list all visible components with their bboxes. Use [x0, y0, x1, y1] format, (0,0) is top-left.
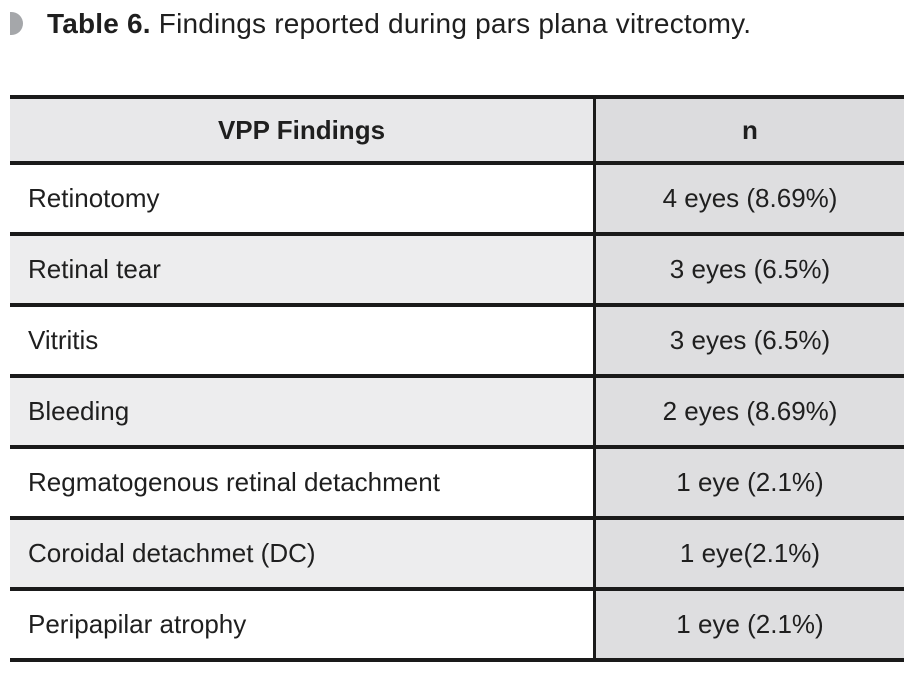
n-cell: 4 eyes (8.69%): [593, 165, 904, 232]
table-body: Retinotomy 4 eyes (8.69%) Retinal tear 3 ey…: [10, 161, 904, 658]
n-cell: 1 eye(2.1%): [593, 520, 904, 587]
column-header-vpp-findings: VPP Findings: [10, 99, 593, 161]
finding-cell: Peripapilar atrophy: [10, 591, 593, 658]
table-caption: Table 6. Findings reported during pars p…: [10, 8, 751, 40]
table-header-row: VPP Findings n: [10, 95, 904, 161]
table-row: Regmatogenous retinal detachment 1 eye (2…: [10, 445, 904, 516]
n-cell: 2 eyes (8.69%): [593, 378, 904, 445]
table-row: Retinotomy 4 eyes (8.69%): [10, 161, 904, 232]
column-header-n: n: [593, 99, 904, 161]
table-row: Coroidal detachmet (DC) 1 eye(2.1%): [10, 516, 904, 587]
n-cell: 3 eyes (6.5%): [593, 236, 904, 303]
n-cell: 1 eye (2.1%): [593, 449, 904, 516]
finding-cell: Retinotomy: [10, 165, 593, 232]
n-cell: 3 eyes (6.5%): [593, 307, 904, 374]
finding-cell: Coroidal detachmet (DC): [10, 520, 593, 587]
finding-cell: Retinal tear: [10, 236, 593, 303]
half-disc-bullet-icon: [10, 12, 23, 35]
table-row: Bleeding 2 eyes (8.69%): [10, 374, 904, 445]
table-number: Table 6.: [47, 8, 151, 39]
n-cell: 1 eye (2.1%): [593, 591, 904, 658]
finding-cell: Bleeding: [10, 378, 593, 445]
finding-cell: Regmatogenous retinal detachment: [10, 449, 593, 516]
table-row: Vitritis 3 eyes (6.5%): [10, 303, 904, 374]
table-row: Retinal tear 3 eyes (6.5%): [10, 232, 904, 303]
vpp-findings-table: VPP Findings n Retinotomy 4 eyes (8.69%) R…: [10, 95, 904, 662]
finding-cell: Vitritis: [10, 307, 593, 374]
table-row: Peripapilar atrophy 1 eye (2.1%): [10, 587, 904, 658]
table-title: Findings reported during pars plana vitr…: [150, 8, 752, 39]
table-caption-text: Table 6. Findings reported during pars p…: [47, 8, 751, 40]
